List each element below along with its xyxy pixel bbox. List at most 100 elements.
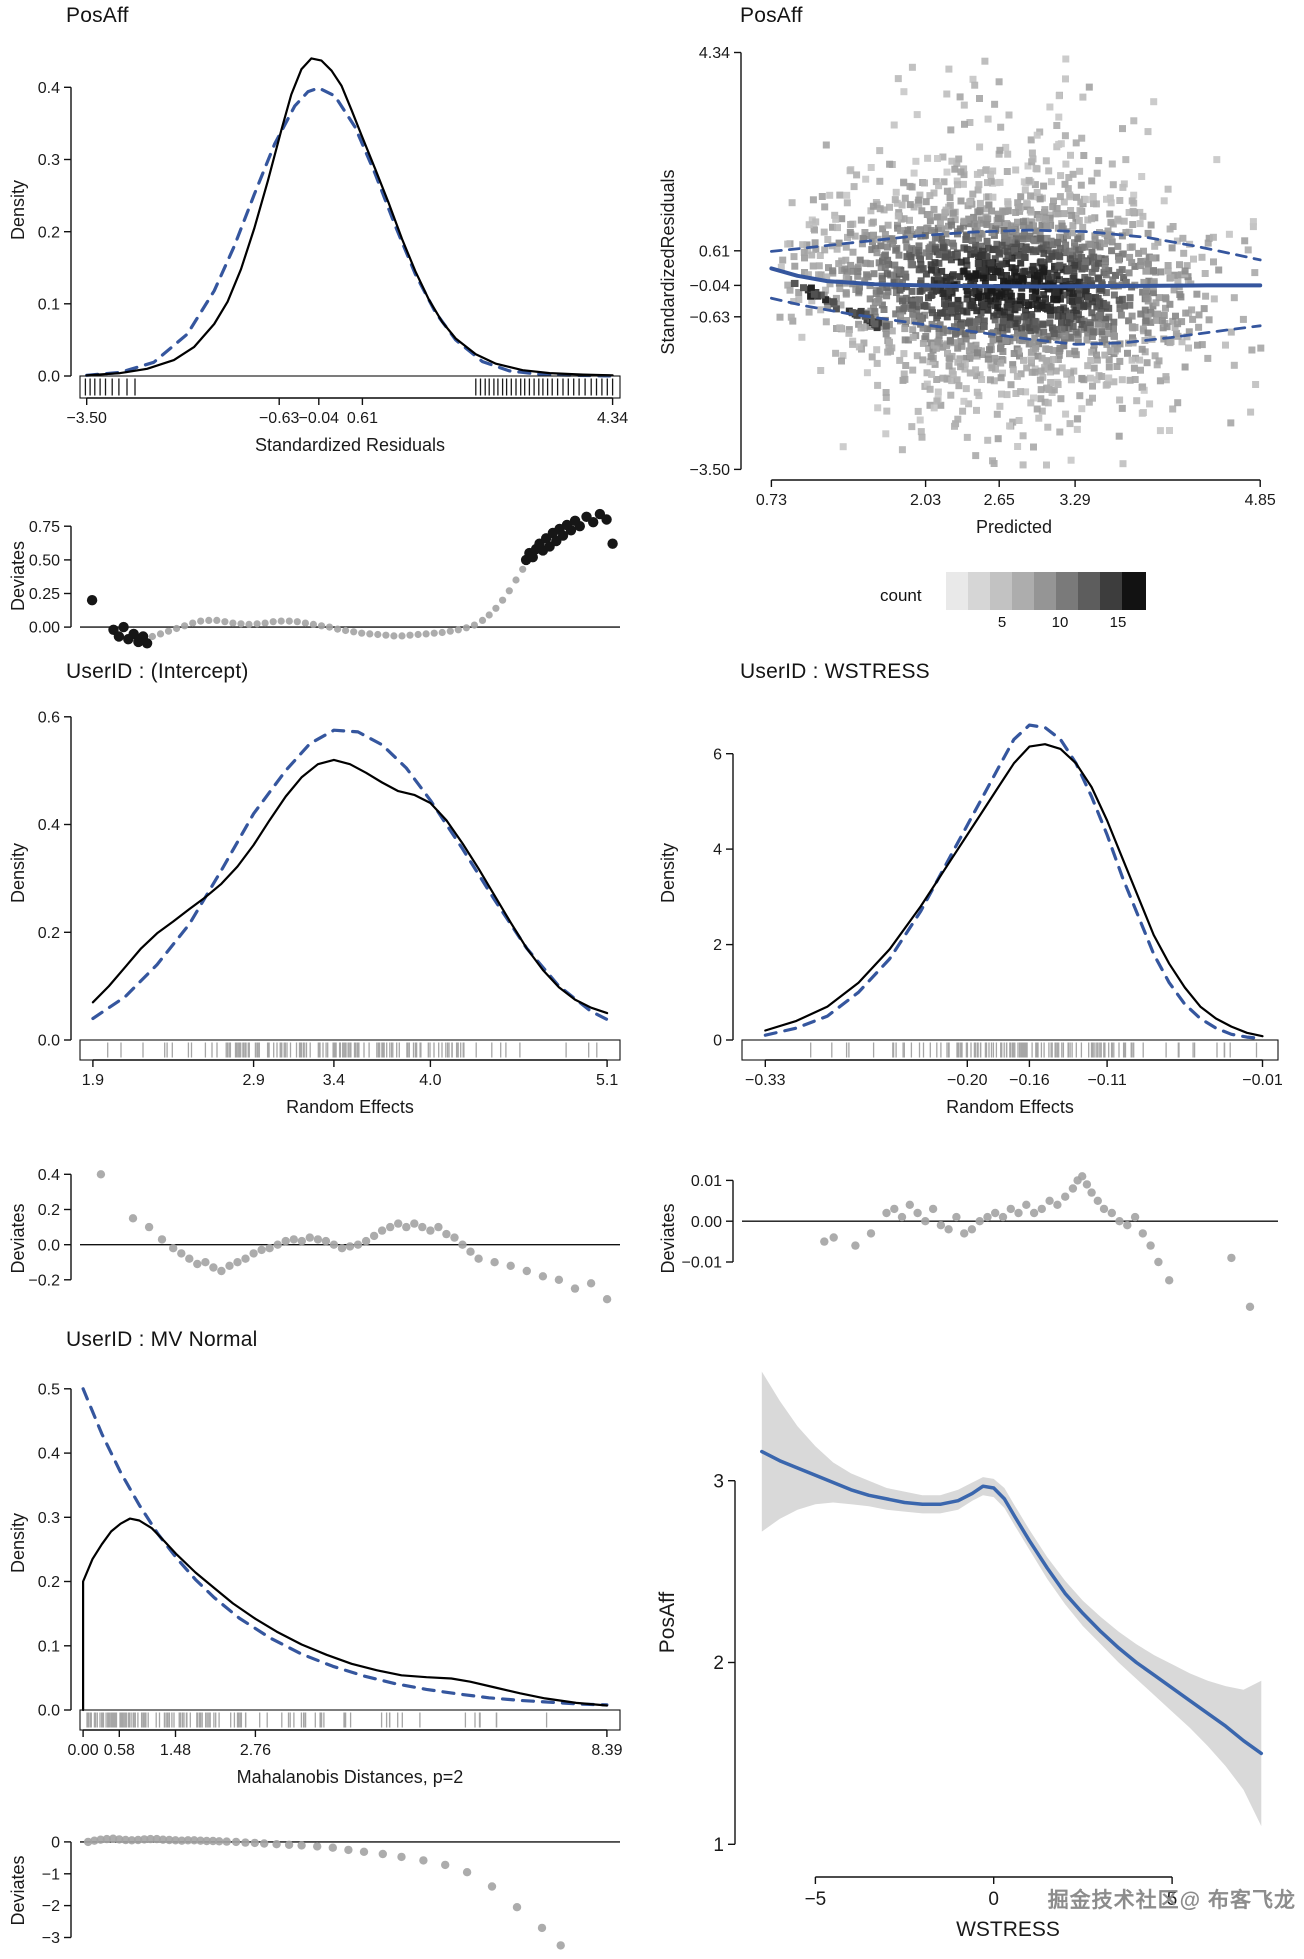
svg-text:Density: Density xyxy=(8,180,28,240)
wstress-deviates-chart: −0.01 0.00 0.01 Deviates xyxy=(658,1152,1302,1327)
svg-text:1.48: 1.48 xyxy=(160,1742,191,1759)
svg-text:8.39: 8.39 xyxy=(591,1742,622,1759)
svg-text:2: 2 xyxy=(713,937,722,954)
svg-text:−0.01: −0.01 xyxy=(682,1255,723,1272)
svg-text:0.4: 0.4 xyxy=(38,817,60,834)
svg-text:0.73: 0.73 xyxy=(756,492,787,509)
svg-text:0.25: 0.25 xyxy=(29,586,60,603)
svg-text:4.34: 4.34 xyxy=(699,45,730,62)
svg-text:0.00: 0.00 xyxy=(68,1742,99,1759)
svg-text:0: 0 xyxy=(988,1889,999,1910)
svg-text:0.4: 0.4 xyxy=(38,1446,60,1463)
svg-text:−3.50: −3.50 xyxy=(690,462,731,479)
legend-tick-10: 10 xyxy=(1051,614,1069,631)
svg-text:Mahalanobis Distances, p=2: Mahalanobis Distances, p=2 xyxy=(237,1767,464,1787)
svg-text:0.0: 0.0 xyxy=(38,1703,60,1720)
panel-title-intercept: UserID : (Intercept) xyxy=(66,660,249,683)
svg-text:0.0: 0.0 xyxy=(38,369,60,386)
svg-text:Density: Density xyxy=(8,1513,28,1573)
svg-text:Density: Density xyxy=(8,843,28,903)
svg-text:1: 1 xyxy=(713,1835,724,1856)
svg-text:Random Effects: Random Effects xyxy=(946,1097,1074,1117)
svg-text:2: 2 xyxy=(713,1653,724,1674)
residuals-deviates-chart: 0.00 0.25 0.50 0.75 Deviates xyxy=(8,492,640,662)
svg-text:0: 0 xyxy=(51,1835,60,1852)
count-legend: count 5 10 15 xyxy=(880,568,1220,638)
predicted-vs-residuals-chart: 0.73 2.03 2.65 3.29 4.85 Predicted 4.34 0.61 −0.… xyxy=(658,30,1302,558)
legend-tick-15: 15 xyxy=(1109,614,1127,631)
svg-text:0.3: 0.3 xyxy=(38,152,60,169)
svg-text:−5: −5 xyxy=(805,1889,827,1910)
svg-text:PosAff: PosAff xyxy=(658,1592,679,1654)
svg-text:−0.16: −0.16 xyxy=(1009,1072,1050,1089)
svg-text:3: 3 xyxy=(713,1471,724,1492)
svg-text:0.3: 0.3 xyxy=(38,1510,60,1527)
svg-text:Deviates: Deviates xyxy=(658,1203,678,1273)
svg-text:0.4: 0.4 xyxy=(38,1167,60,1184)
svg-text:0.0: 0.0 xyxy=(38,1237,60,1254)
svg-text:−0.33: −0.33 xyxy=(745,1072,786,1089)
svg-text:−2: −2 xyxy=(42,1898,60,1915)
panel-title-residual-density: PosAff xyxy=(66,4,129,27)
svg-text:−0.04: −0.04 xyxy=(690,278,731,295)
svg-text:0.2: 0.2 xyxy=(38,925,60,942)
residuals-density-chart: −3.50 −0.63 −0.04 0.61 4.34 Standardized Resi… xyxy=(8,30,640,482)
legend-tick-labels: 5 10 15 xyxy=(946,614,1146,634)
mvnormal-density-chart: 0.00 0.58 1.48 2.76 8.39 Mahalanobis Distance… xyxy=(8,1362,640,1814)
svg-text:0.2: 0.2 xyxy=(38,224,60,241)
svg-text:5.1: 5.1 xyxy=(596,1072,618,1089)
svg-text:Predicted: Predicted xyxy=(976,517,1052,537)
svg-text:0.2: 0.2 xyxy=(38,1202,60,1219)
svg-text:−0.2: −0.2 xyxy=(28,1272,60,1289)
svg-text:Deviates: Deviates xyxy=(8,1855,28,1925)
svg-text:0.1: 0.1 xyxy=(38,296,60,313)
svg-text:0.58: 0.58 xyxy=(104,1742,135,1759)
svg-text:−0.20: −0.20 xyxy=(947,1072,988,1089)
svg-text:4.34: 4.34 xyxy=(597,410,628,427)
posaff-wstress-smooth-chart: −5 0 5 WSTRESS 1 2 3 PosAff xyxy=(656,1348,1302,1959)
svg-text:0.75: 0.75 xyxy=(29,519,60,536)
svg-text:−0.63: −0.63 xyxy=(259,410,300,427)
svg-text:0.0: 0.0 xyxy=(38,1033,60,1050)
svg-text:5: 5 xyxy=(1167,1889,1178,1910)
svg-text:4: 4 xyxy=(713,842,722,859)
svg-text:0.61: 0.61 xyxy=(347,410,378,427)
svg-text:2.9: 2.9 xyxy=(242,1072,264,1089)
panel-title-predicted-residuals: PosAff xyxy=(740,4,803,27)
svg-text:Deviates: Deviates xyxy=(8,541,28,611)
count-gradient-bar xyxy=(946,572,1146,610)
svg-text:−0.11: −0.11 xyxy=(1087,1072,1126,1089)
svg-text:0.2: 0.2 xyxy=(38,1574,60,1591)
svg-text:3.4: 3.4 xyxy=(323,1072,345,1089)
svg-text:0.00: 0.00 xyxy=(691,1214,722,1231)
svg-text:0.01: 0.01 xyxy=(691,1173,722,1190)
intercept-density-chart: 1.9 2.9 3.4 4.0 5.1 Random Effects 0.0 0.2 0.4 0.… xyxy=(8,692,640,1144)
watermark-text: 掘金技术社区@ 布客飞龙 xyxy=(1047,1889,1296,1912)
svg-text:0.61: 0.61 xyxy=(699,243,730,260)
svg-text:Density: Density xyxy=(658,843,678,903)
intercept-deviates-chart: −0.2 0.0 0.2 0.4 Deviates xyxy=(8,1152,640,1327)
svg-text:−3: −3 xyxy=(42,1930,60,1947)
svg-text:4.0: 4.0 xyxy=(419,1072,441,1089)
svg-text:2.76: 2.76 xyxy=(240,1742,271,1759)
svg-text:Deviates: Deviates xyxy=(8,1203,28,1273)
svg-text:0.5: 0.5 xyxy=(38,1381,60,1398)
svg-text:6: 6 xyxy=(713,746,722,763)
wstress-density-chart: −0.33 −0.20 −0.16 −0.11 −0.01 Random Effects 0… xyxy=(658,692,1302,1144)
svg-text:0.1: 0.1 xyxy=(38,1638,60,1655)
svg-text:WSTRESS: WSTRESS xyxy=(956,1918,1060,1941)
svg-text:Standardized Residuals: Standardized Residuals xyxy=(255,435,445,455)
mvnormal-deviates-chart: 0 −1 −2 −3 Deviates xyxy=(8,1820,640,1959)
legend-tick-5: 5 xyxy=(997,614,1007,631)
svg-text:StandardizedResiduals: StandardizedResiduals xyxy=(658,169,678,354)
svg-text:0.00: 0.00 xyxy=(29,620,60,637)
legend-title: count xyxy=(880,586,922,605)
svg-text:0.6: 0.6 xyxy=(38,709,60,726)
svg-text:−0.04: −0.04 xyxy=(299,410,340,427)
svg-text:0: 0 xyxy=(713,1033,722,1050)
svg-text:0.4: 0.4 xyxy=(38,80,60,97)
svg-text:2.03: 2.03 xyxy=(910,492,941,509)
svg-text:−3.50: −3.50 xyxy=(66,410,107,427)
svg-text:0.50: 0.50 xyxy=(29,553,60,570)
